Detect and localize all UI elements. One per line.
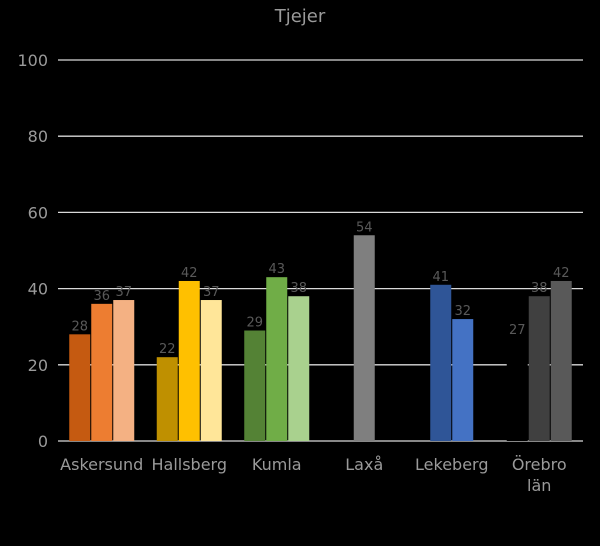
bars [69, 235, 572, 441]
data-label: 38 [290, 281, 307, 296]
bar [178, 280, 200, 441]
data-label: 54 [356, 220, 373, 235]
data-label: 22 [159, 342, 176, 357]
bar [156, 357, 178, 441]
bar [528, 296, 550, 441]
bar [244, 330, 266, 441]
bar [266, 277, 288, 441]
x-tick-label: län [527, 476, 551, 495]
data-label: 42 [553, 266, 570, 281]
x-tick-label: Kumla [252, 455, 302, 474]
y-tick-label: 0 [38, 432, 48, 451]
bar [506, 338, 528, 441]
bar [353, 235, 375, 441]
y-axis-ticks: 0 20 40 60 80 100 [17, 51, 48, 451]
data-label: 37 [203, 285, 220, 300]
bar [200, 300, 222, 441]
y-tick-label: 20 [28, 356, 48, 375]
bar [113, 300, 135, 441]
x-tick-label: Hallsberg [151, 455, 227, 474]
y-tick-label: 40 [28, 280, 48, 299]
data-label: 38 [531, 281, 548, 296]
bar [288, 296, 310, 441]
data-label: 29 [246, 316, 263, 331]
x-tick-label: Örebro [512, 455, 567, 474]
bar [91, 303, 113, 441]
data-label: 28 [71, 319, 88, 334]
y-tick-label: 80 [28, 127, 48, 146]
bar [452, 319, 474, 441]
bar [69, 334, 91, 441]
x-tick-label: Laxå [345, 455, 383, 474]
data-label: 37 [115, 285, 132, 300]
chart-title: Tjejer [274, 6, 326, 27]
data-labels: 28 36 37 22 42 37 29 43 38 54 41 32 27 38 42 [71, 220, 569, 357]
data-label: 27 [509, 323, 526, 338]
x-tick-label: Lekeberg [415, 455, 488, 474]
data-label: 36 [93, 289, 110, 304]
gridlines [58, 59, 583, 442]
x-axis-ticks: Askersund Hallsberg Kumla Laxå Lekeberg Örebr… [60, 455, 567, 495]
data-label: 43 [268, 262, 285, 277]
y-tick-label: 100 [17, 51, 48, 70]
bar [430, 284, 452, 441]
data-label: 32 [454, 304, 471, 319]
data-label: 42 [181, 266, 198, 281]
x-tick-label: Askersund [60, 455, 143, 474]
data-label: 41 [432, 270, 449, 285]
bar [550, 280, 572, 441]
y-tick-label: 60 [28, 203, 48, 222]
